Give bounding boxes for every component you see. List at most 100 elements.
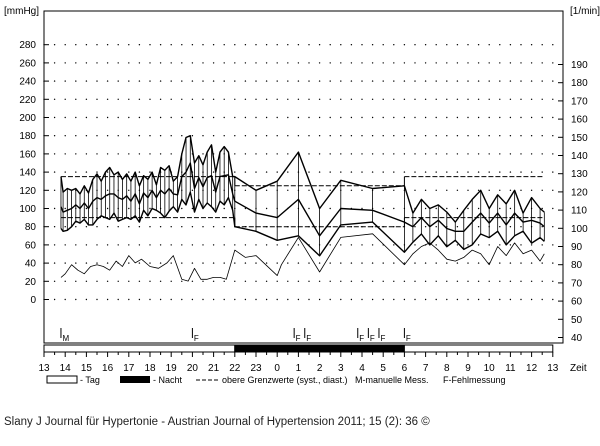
grid-dot	[128, 262, 130, 264]
grid-dot	[435, 226, 437, 228]
grid-dot	[329, 280, 331, 282]
x-tick-label: 6	[402, 363, 408, 374]
grid-dot	[350, 153, 353, 155]
grid-dot	[96, 298, 98, 301]
grid-dot	[541, 244, 543, 246]
grid-dot	[234, 298, 236, 301]
grid-dot	[128, 226, 130, 228]
grid-dot	[64, 171, 66, 173]
grid-dot	[488, 116, 490, 119]
grid-dot	[159, 262, 162, 264]
grid-dot	[191, 298, 194, 301]
grid-dot	[244, 98, 247, 101]
grid-dot	[117, 298, 119, 301]
grid-dot	[382, 80, 384, 82]
grid-dot	[552, 171, 554, 173]
grid-dot	[509, 171, 512, 173]
grid-dot	[318, 298, 321, 301]
grid-dot	[265, 189, 268, 191]
grid-dot	[85, 298, 88, 301]
grid-dot	[255, 280, 257, 282]
legend-manuell-label: M-manuelle Mess.	[355, 375, 429, 385]
grid-dot	[265, 80, 268, 82]
grid-dot	[477, 116, 480, 119]
grid-dot	[106, 171, 109, 173]
grid-dot	[382, 98, 384, 101]
grid-dot	[499, 189, 501, 191]
grid-dot	[308, 44, 310, 46]
grid-dot	[138, 298, 141, 301]
grid-dot	[106, 280, 109, 282]
grid-dot	[530, 80, 533, 82]
grid-dot	[477, 171, 480, 173]
grid-dot	[223, 244, 225, 246]
grid-dot	[520, 226, 522, 228]
grid-dot	[340, 80, 342, 82]
grid-dot	[371, 44, 374, 46]
grid-dot	[435, 44, 437, 46]
left-tick-label: 60	[25, 240, 37, 251]
grid-dot	[329, 244, 331, 246]
grid-dot	[212, 244, 215, 246]
grid-dot	[552, 153, 554, 155]
grid-dot	[64, 116, 66, 119]
grid-dot	[53, 171, 56, 173]
grid-dot	[191, 80, 194, 82]
grid-dot	[414, 62, 416, 64]
legend-tag-label: - Tag	[80, 375, 100, 385]
grid-dot	[181, 62, 183, 64]
grid-dot	[467, 116, 469, 119]
grid-dot	[287, 62, 289, 64]
grid-dot	[265, 153, 268, 155]
grid-dot	[477, 44, 480, 46]
series-lines	[60, 134, 545, 282]
grid-dot	[456, 153, 459, 155]
grid-dot	[552, 62, 554, 64]
grid-dot	[435, 207, 437, 210]
grid-dot	[435, 298, 437, 301]
grid-dot	[297, 80, 300, 82]
right-tick-label: 180	[571, 78, 588, 89]
grid-dot	[541, 153, 543, 155]
right-tick-label: 70	[571, 278, 583, 289]
grid-dot	[276, 171, 278, 173]
grid-dot	[106, 244, 109, 246]
grid-dot	[191, 135, 194, 137]
grid-dot	[509, 98, 512, 101]
series-systolisch	[60, 134, 545, 223]
grid-dot	[424, 189, 427, 191]
x-axis-title: Zeit	[570, 363, 587, 374]
grid-dot	[361, 62, 363, 64]
grid-dot	[488, 62, 490, 64]
grid-dot	[382, 207, 384, 210]
legend-grenz-label: obere Grenzwerte (syst., diast.)	[222, 375, 348, 385]
grid-dot	[53, 80, 56, 82]
grid-dot	[85, 44, 88, 46]
day-night-bar	[43, 344, 554, 353]
grid-dot	[382, 62, 384, 64]
grid-dot	[530, 298, 533, 301]
day-segment	[403, 344, 554, 353]
marker-label: F	[406, 334, 411, 343]
grid-dot	[552, 262, 554, 264]
grid-dot	[371, 262, 374, 264]
legend: - Tag - Nacht obere Grenzwerte (syst., d…	[46, 375, 506, 385]
grid-dot	[159, 298, 162, 301]
grid-dot	[541, 80, 543, 82]
grid-dot	[181, 262, 183, 264]
grid-dot	[106, 116, 109, 119]
grid-dot	[75, 298, 77, 301]
grid-dot	[64, 135, 66, 137]
marker-label: M	[62, 334, 69, 343]
grid-dot	[244, 135, 247, 137]
left-tick-label: 240	[19, 77, 36, 88]
grid-dot	[499, 226, 501, 228]
right-tick-label: 190	[571, 60, 588, 71]
grid-dot	[477, 207, 480, 210]
x-tick-label: 5	[380, 363, 386, 374]
x-axis: 13 14 15 16 17 18 19 20 21 22 23 0 1 2 3 4 5 6 7 8 9 10 11 12 13	[38, 352, 559, 374]
grid-dot	[212, 262, 215, 264]
grid-dot	[96, 80, 98, 82]
grid-dot	[520, 244, 522, 246]
grid-dot	[361, 280, 363, 282]
